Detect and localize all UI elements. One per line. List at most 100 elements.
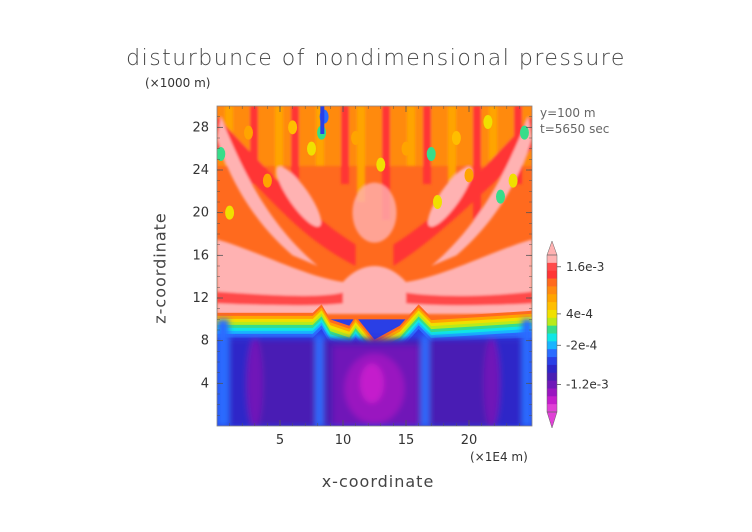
field-interface-band [217,325,532,365]
field-cell [426,147,436,161]
colorbar-swatch [547,294,557,303]
field-streak [250,106,258,184]
colorbar-swatch [547,325,557,334]
field-interface-band [217,307,532,347]
info-time: t=5650 sec [540,122,610,136]
field-cell [451,131,461,145]
field-cell [351,131,361,145]
field-top-band [217,106,532,166]
colorbar-swatch [547,333,557,342]
field-streak [382,106,390,220]
colorbar-label: 1.6e-3 [566,260,604,274]
colorbar-top-arrow [546,240,558,256]
colorbar-label: -1.2e-3 [566,378,609,392]
field-cell [433,195,442,209]
colorbar-swatch [547,270,557,279]
colorbar-swatch [547,309,557,319]
y-tick-label: 16 [192,248,209,263]
colorbar-swatch [547,388,557,397]
y-tick-label: 20 [192,206,209,221]
colorbar-swatch [547,364,557,374]
field-plume-center [352,182,397,243]
colorbar-label: 4e-4 [566,307,593,321]
field-lower-structure [217,319,532,426]
axes: 5 10 15 20 4 8 12 16 20 24 28 [192,106,532,448]
chart-title: disturbunce of nondimensional pressure [126,46,626,71]
colorbar-frame [546,254,558,413]
field-streak [291,106,299,220]
colorbar: 1.6e-3 4e-4 -2e-4 -1.2e-3 [546,240,609,429]
field-column-right [483,338,500,426]
field-streak [275,106,283,202]
y-tick-label: 8 [201,334,209,349]
field-pink-band [217,239,532,314]
field-red-line-right [406,291,532,306]
colorbar-label: -2e-4 [566,338,597,352]
field-streak [448,106,456,202]
colorbar-swatch [547,278,557,287]
field-pink-layer [217,239,532,314]
field-cell [464,168,474,183]
field-top-streak [320,106,325,134]
field-cell [401,141,411,156]
x-tick-label: 15 [398,433,415,448]
field-center-max [359,363,384,404]
x-axis-label: x-coordinate [0,472,752,491]
field-cell [244,125,253,140]
field-cell [508,173,518,188]
colorbar-swatch [547,349,557,358]
field-interface-band [217,313,532,353]
field-plume-inner-right [427,166,473,227]
field-column-left [246,338,263,426]
x-tick-label: 5 [276,433,284,448]
field-interface-bands [217,304,532,365]
field-streak [473,106,481,220]
field-cell [307,141,316,156]
x-tick-label: 10 [335,433,352,448]
field-blue-column-right [421,335,430,426]
colorbar-swatch [547,341,557,350]
colorbar-swatch [547,357,557,366]
field-cell [262,173,272,188]
y-tick-label: 4 [201,376,209,391]
field-upper-structure [217,106,532,267]
field-blue-edge-left [217,319,229,426]
field-cell [288,120,298,135]
x-unit-label: (×1E4 m) [470,450,528,464]
field-cell [496,189,505,204]
colorbar-swatch [547,404,557,413]
y-unit-label: (×1000 m) [145,76,211,90]
colorbar-swatch [547,302,557,311]
x-axis-label-text: x-coordinate [321,472,435,491]
field-blue-column-left [315,335,324,426]
field-streak [341,106,349,184]
colorbar-swatch [547,255,557,264]
field-plume-inner-left [276,166,322,227]
x-tick-label: 20 [461,433,478,448]
field-interface-band [217,322,532,362]
field-cell [519,125,529,140]
field-cell [483,115,493,129]
y-tick-label: 24 [192,163,209,178]
info-y-position: y=100 m [540,106,596,120]
colorbar-swatch [547,317,557,327]
field-streak [489,106,497,166]
field-red-line-left [217,291,343,306]
y-tick-label: 12 [192,291,209,306]
field-interface-band [217,310,532,350]
field-streak [423,106,431,184]
colorbar-swatch [547,286,557,295]
pressure-field [217,106,532,426]
field-interface-band [217,304,532,344]
y-tick-label: 28 [192,120,209,135]
field-interface-band [217,319,532,359]
field-cell [217,147,226,161]
field-streak [357,106,365,202]
colorbar-bottom-arrow [546,411,558,429]
colorbar-swatch [547,396,557,405]
field-interface-band [217,316,532,356]
field-cell [376,157,386,172]
field-streak [407,106,415,166]
